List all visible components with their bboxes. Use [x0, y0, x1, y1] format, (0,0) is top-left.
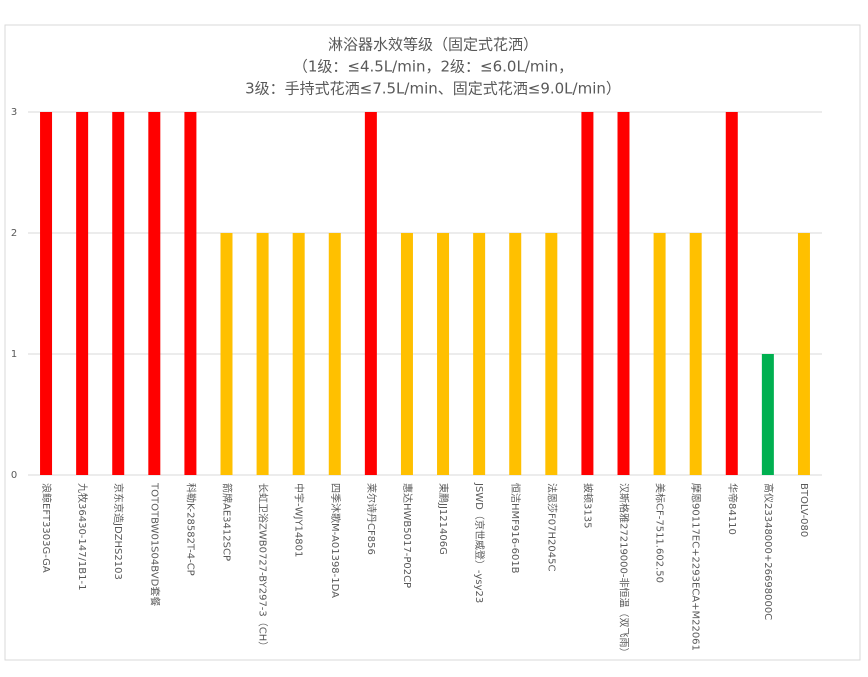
- bar: [364, 112, 377, 475]
- bar: [292, 233, 305, 475]
- bar: [40, 112, 53, 475]
- x-tick-label: 京东京造JDZHS2103: [112, 483, 125, 580]
- bar: [761, 354, 774, 475]
- x-tick-label: 美标CF-7511.602.50: [654, 483, 667, 583]
- x-tick-label: 汉斯格雅27219000-非恒温（双飞雨）: [618, 483, 631, 658]
- bar: [725, 112, 738, 475]
- x-tick-label: JSWD（京世威登）-ysy23: [473, 482, 486, 603]
- x-tick-label: 恒洁HMF916-601B: [509, 483, 522, 574]
- bar: [184, 112, 197, 475]
- bar: [328, 233, 341, 475]
- x-tick-label: 浪鲸EFT3303G-GA: [40, 483, 53, 573]
- x-tick-label: 惠达HWB5017-P02CP: [401, 483, 414, 588]
- bar: [689, 233, 702, 475]
- x-tick-label: 四季沐歌M-A01398-1DA: [329, 483, 342, 598]
- x-tick-label: 九牧36430-147/1B1-1: [76, 483, 89, 590]
- bar: [400, 233, 413, 475]
- bar: [148, 112, 161, 475]
- bar: [581, 112, 594, 475]
- x-tick-label: 华帝84110: [726, 483, 739, 535]
- bar: [545, 233, 558, 475]
- bar: [256, 233, 269, 475]
- x-tick-label: 披顿3135: [581, 483, 594, 528]
- bar: [112, 112, 125, 475]
- chart-title: 3级：手持式花洒≤7.5L/min、固定式花洒≤9.0L/min）: [245, 80, 621, 98]
- y-tick-label: 2: [11, 228, 17, 239]
- bar: [437, 233, 450, 475]
- bar: [220, 233, 233, 475]
- x-tick-label: 科勒K-28582T-4-CP: [184, 483, 197, 576]
- bar: [797, 233, 810, 475]
- chart-border: [4, 24, 861, 661]
- x-tick-label: 東鹏JJ121406G: [437, 483, 450, 555]
- bar: [617, 112, 630, 475]
- x-tick-label: 莱尔诗丹CF856: [365, 483, 378, 555]
- x-tick-label: 箭牌AE3412SCP: [221, 483, 234, 561]
- x-tick-label: 法恩莎F07H2045C: [545, 483, 558, 571]
- chart-title: 淋浴器水效等级（固定式花洒）: [328, 36, 538, 54]
- y-tick-label: 3: [11, 107, 17, 118]
- y-tick-label: 0: [11, 470, 17, 481]
- x-tick-label: 摩恩90117EC+2293ECA+M22061: [690, 483, 703, 651]
- chart-title: （1级：≤4.5L/min，2级：≤6.0L/min，: [293, 58, 573, 76]
- bar: [76, 112, 89, 475]
- x-tick-label: TOTOTBW01S04BVD套餐: [148, 482, 161, 606]
- x-tick-label: 高仪23348000+26698000C: [762, 483, 775, 620]
- x-tick-label: BTOLV-080: [798, 483, 809, 537]
- bar: [653, 233, 666, 475]
- bar: [473, 233, 486, 475]
- x-tick-label: 中宇-WJY14801: [293, 483, 306, 557]
- y-tick-label: 1: [11, 349, 17, 360]
- x-tick-label: 长虹卫浴ZWB0727-BY297-3（CH）: [257, 483, 269, 651]
- bar: [509, 233, 522, 475]
